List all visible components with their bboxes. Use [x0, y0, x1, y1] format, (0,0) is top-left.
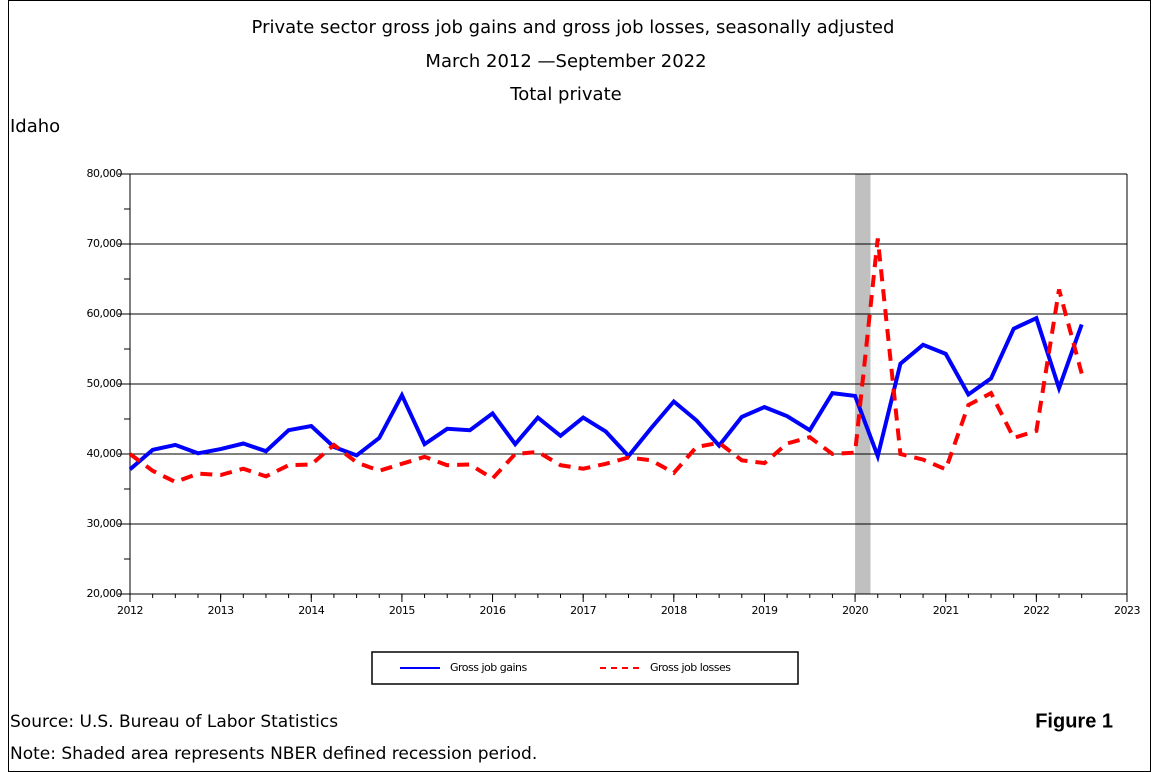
x-tick-label: 2023 [1114, 604, 1140, 617]
region-label: Idaho [10, 116, 60, 137]
y-tick-label: 20,000 [87, 587, 123, 600]
x-tick-label: 2012 [117, 604, 143, 617]
x-tick-label: 2022 [1023, 604, 1049, 617]
chart-subtitle: Total private [509, 84, 621, 105]
y-tick-label: 40,000 [87, 447, 123, 460]
series-line [128, 315, 1084, 471]
x-tick-label: 2013 [208, 604, 234, 617]
y-tick-label: 50,000 [87, 377, 123, 390]
figure-label: Figure 1 [1035, 710, 1113, 732]
y-tick-label: 60,000 [87, 307, 123, 320]
legend-label: Gross job losses [650, 661, 731, 674]
legend-box [371, 651, 799, 685]
x-tick-label: 2020 [842, 604, 868, 617]
note: Note: Shaded area represents NBER define… [10, 744, 537, 764]
source: Source: U.S. Bureau of Labor Statistics [10, 712, 338, 732]
series-line [128, 238, 1084, 485]
x-tick-label: 2017 [570, 604, 596, 617]
chart-subtitle: March 2012 —September 2022 [425, 51, 706, 72]
chart-title: Private sector gross job gains and gross… [252, 17, 895, 38]
x-tick-label: 2018 [661, 604, 687, 617]
y-tick-label: 70,000 [87, 237, 123, 250]
y-tick-label: 80,000 [87, 167, 123, 180]
x-tick-label: 2015 [389, 604, 415, 617]
legend-label: Gross job gains [450, 661, 528, 674]
y-tick-label: 30,000 [87, 517, 123, 530]
x-tick-label: 2021 [933, 604, 959, 617]
x-tick-label: 2019 [751, 604, 777, 617]
x-tick-label: 2016 [480, 604, 506, 617]
x-tick-label: 2014 [298, 604, 324, 617]
